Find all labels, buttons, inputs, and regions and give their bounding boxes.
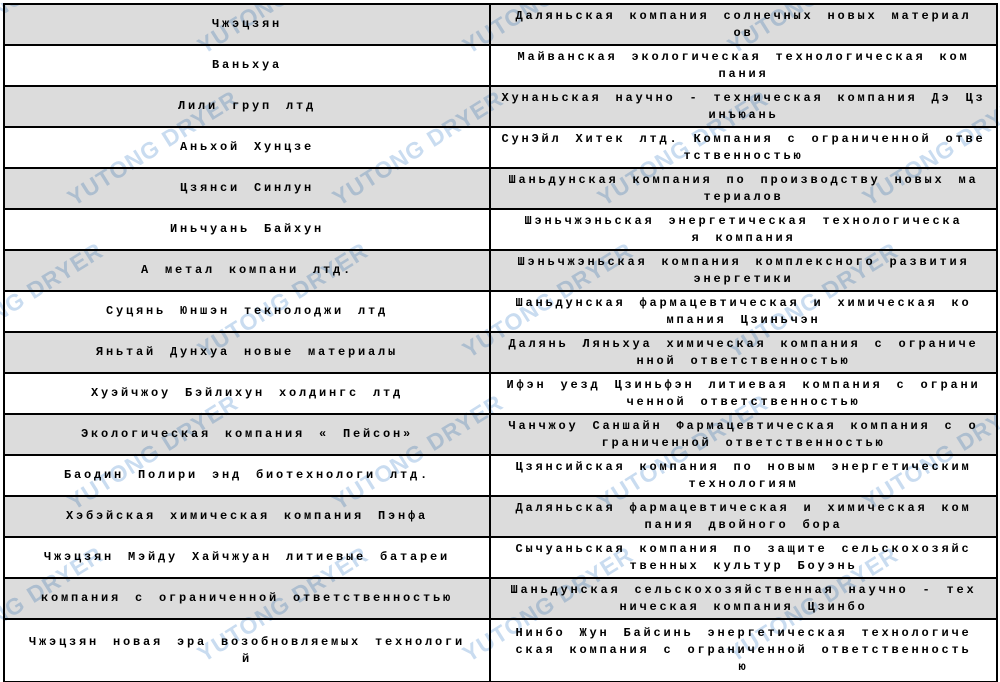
table-row: Баодин Полири энд биотехнологи лтд. Цзян…: [3, 454, 998, 497]
company-cell-left: Иньчуань Байхун: [3, 208, 491, 251]
company-cell-left: Аньхой Хунцзе: [3, 126, 491, 169]
company-cell-left: Суцянь Юншэн текнолоджи лтд: [3, 290, 491, 333]
table-row: Хэбэйская химическая компания Пэнфа Даля…: [3, 495, 998, 538]
table-row: Ваньхуа Майванская экологическая техноло…: [3, 44, 998, 87]
table-row: Цзянси Синлун Шаньдунская компания по пр…: [3, 167, 998, 210]
company-cell-right: Майванская экологическая технологическая…: [489, 44, 998, 87]
table-row: Хуэйчжоу Бэйлихун холдингс лтд Ифэн уезд…: [3, 372, 998, 415]
company-cell-right: Шаньдунская фармацевтическая и химическа…: [489, 290, 998, 333]
company-cell-right: Шаньдунская сельскохозяйственная научно …: [489, 577, 998, 620]
company-cell-right: Далянь Ляньхуа химическая компания с огр…: [489, 331, 998, 374]
company-cell-right: Сычуаньская компания по защите сельскохо…: [489, 536, 998, 579]
company-cell-right: Шэньчжэньская компания комплексного разв…: [489, 249, 998, 292]
table-row: Чжэцзян Мэйду Хайчжуан литиевые батареи …: [3, 536, 998, 579]
table-row: компания с ограниченной ответственностью…: [3, 577, 998, 620]
table-row: Иньчуань Байхун Шэньчжэньская энергетиче…: [3, 208, 998, 251]
company-cell-right: Хунаньская научно - техническая компания…: [489, 85, 998, 128]
company-cell-left: Баодин Полири энд биотехнологи лтд.: [3, 454, 491, 497]
table-row: Чжэцзян новая эра возобновляемых техноло…: [3, 618, 998, 682]
company-cell-right: Чанчжоу Саншайн Фармацевтическая компани…: [489, 413, 998, 456]
table-row: Яньтай Дунхуа новые материалы Далянь Лян…: [3, 331, 998, 374]
company-cell-left: Ваньхуа: [3, 44, 491, 87]
company-cell-left: Чжэцзян Мэйду Хайчжуан литиевые батареи: [3, 536, 491, 579]
table-row: Аньхой Хунцзе СунЭйл Хитек лтд. Компания…: [3, 126, 998, 169]
company-cell-right: Нинбо Жун Байсинь энергетическая техноло…: [489, 618, 998, 682]
company-cell-right: СунЭйл Хитек лтд. Компания с ограниченно…: [489, 126, 998, 169]
company-cell-left: Яньтай Дунхуа новые материалы: [3, 331, 491, 374]
table-row: Лили груп лтд Хунаньская научно - технич…: [3, 85, 998, 128]
company-cell-left: Лили груп лтд: [3, 85, 491, 128]
company-cell-left: А метал компани лтд.: [3, 249, 491, 292]
company-cell-right: Даляньская фармацевтическая и химическая…: [489, 495, 998, 538]
table-row: Чжэцзян Даляньская компания солнечных но…: [3, 3, 998, 46]
table-row: Суцянь Юншэн текнолоджи лтд Шаньдунская …: [3, 290, 998, 333]
companies-table: Чжэцзян Даляньская компания солнечных но…: [3, 3, 998, 682]
table-row: А метал компани лтд. Шэньчжэньская компа…: [3, 249, 998, 292]
company-cell-left: Хэбэйская химическая компания Пэнфа: [3, 495, 491, 538]
company-cell-left: Хуэйчжоу Бэйлихун холдингс лтд: [3, 372, 491, 415]
company-cell-right: Цзянсийская компания по новым энергетиче…: [489, 454, 998, 497]
company-cell-left: Чжэцзян: [3, 3, 491, 46]
company-cell-left: Экологическая компания « Пейсон»: [3, 413, 491, 456]
company-cell-right: Шэньчжэньская энергетическая технологиче…: [489, 208, 998, 251]
company-cell-left: Чжэцзян новая эра возобновляемых техноло…: [3, 618, 491, 682]
company-cell-left: компания с ограниченной ответственностью: [3, 577, 491, 620]
table-row: Экологическая компания « Пейсон» Чанчжоу…: [3, 413, 998, 456]
company-cell-right: Ифэн уезд Цзиньфэн литиевая компания с о…: [489, 372, 998, 415]
company-cell-right: Даляньская компания солнечных новых мате…: [489, 3, 998, 46]
company-cell-right: Шаньдунская компания по производству нов…: [489, 167, 998, 210]
company-cell-left: Цзянси Синлун: [3, 167, 491, 210]
